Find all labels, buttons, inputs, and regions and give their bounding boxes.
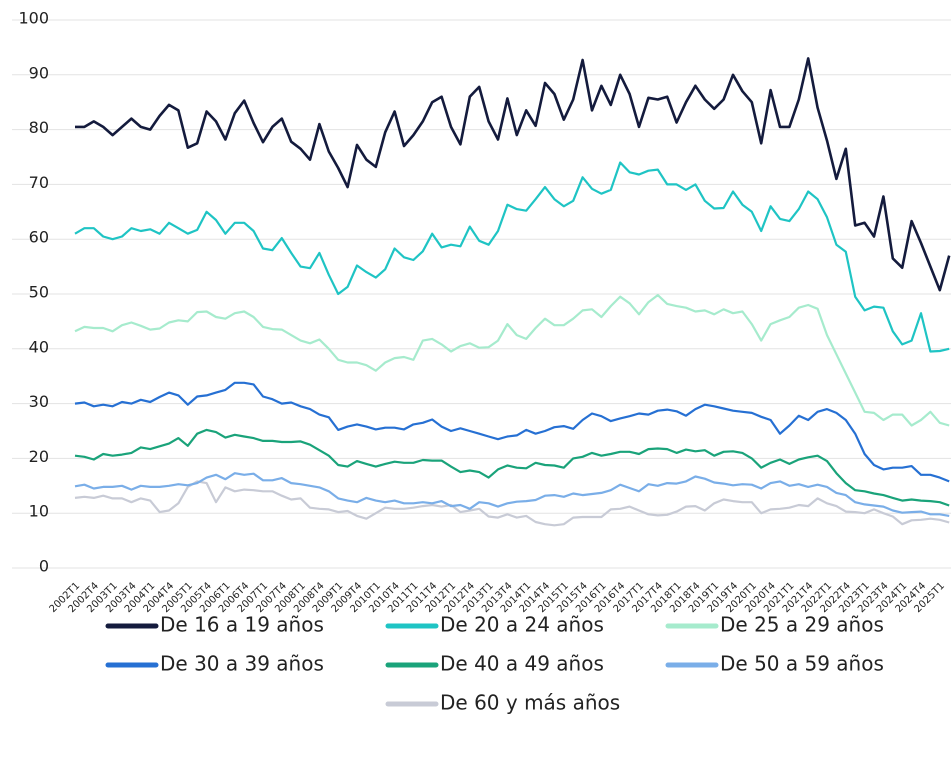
y-tick-label: 70	[29, 173, 49, 192]
series-line	[74, 428, 950, 507]
y-tick-label: 10	[29, 502, 49, 521]
grid	[12, 19, 951, 569]
series-line	[74, 472, 950, 517]
series-line	[75, 57, 951, 292]
legend-label: De 40 a 49 años	[440, 652, 604, 676]
series-line	[74, 161, 950, 353]
y-tick-label: 40	[29, 337, 49, 356]
legend: De 16 a 19 años De 20 a 24 años De 25 a 29…	[105, 613, 884, 715]
y-tick-label: 0	[39, 557, 49, 576]
axis-labels: 01020304050607080901002002T12002T42003T1…	[18, 9, 947, 616]
legend-label: De 25 a 29 años	[720, 613, 884, 637]
series-line	[74, 480, 950, 527]
y-tick-label: 100	[18, 9, 49, 28]
y-tick-label: 90	[29, 63, 49, 82]
legend-label: De 60 y más años	[440, 691, 620, 715]
legend-label: De 50 a 59 años	[720, 652, 884, 676]
series-line	[74, 294, 950, 427]
y-tick-label: 30	[29, 392, 49, 411]
y-tick-label: 50	[29, 283, 49, 302]
plot-area	[74, 57, 951, 527]
y-tick-label: 80	[29, 118, 49, 137]
y-tick-label: 60	[29, 228, 49, 247]
legend-label: De 20 a 24 años	[440, 613, 604, 637]
series-line	[74, 381, 950, 483]
legend-label: De 16 a 19 años	[160, 613, 324, 637]
legend-label: De 30 a 39 años	[160, 652, 324, 676]
y-tick-label: 20	[29, 447, 49, 466]
